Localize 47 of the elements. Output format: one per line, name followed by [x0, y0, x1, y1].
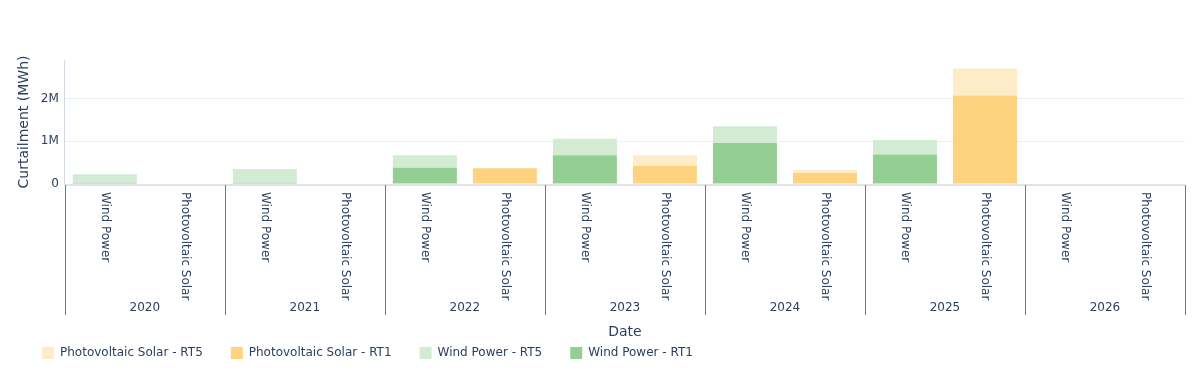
y-axis-title: Curtailment (MWh) [15, 55, 32, 189]
text: 2021 [289, 300, 321, 315]
bar [952, 95, 1017, 184]
x-tick-label: Wind Power [1058, 192, 1073, 263]
legend-label: Wind Power - RT5 [437, 345, 543, 360]
legend-label: Photovoltaic Solar - RT1 [248, 345, 392, 360]
legend-label: Photovoltaic Solar - RT5 [60, 345, 203, 360]
bar [712, 126, 777, 143]
bar [792, 169, 857, 173]
bar [392, 155, 457, 168]
bar [392, 167, 457, 184]
y-tick-label: 1M [40, 133, 59, 148]
bar [712, 142, 777, 184]
bar [232, 169, 297, 183]
bar [952, 68, 1017, 96]
text: 2026 [1089, 300, 1121, 315]
x-tick-label: Photovoltaic Solar [498, 192, 513, 301]
text: 2020 [129, 300, 161, 315]
bar [632, 155, 697, 167]
x-tick-label: Wind Power [98, 192, 113, 263]
bar [72, 174, 137, 183]
bar [552, 155, 617, 184]
text: 2023 [609, 300, 641, 315]
x-tick-label: Photovoltaic Solar [338, 192, 353, 301]
x-tick-label: Wind Power [578, 192, 593, 263]
bar [552, 138, 617, 156]
x-tick-label: Photovoltaic Solar [1138, 192, 1153, 301]
x-tick-label: Wind Power [898, 192, 913, 263]
bar [792, 172, 857, 184]
bar [632, 166, 697, 184]
x-tick-label: Photovoltaic Solar [978, 192, 993, 301]
legend-label: Wind Power - RT1 [588, 345, 693, 360]
x-tick-label: Wind Power [258, 192, 273, 263]
x-axis-title: Date [608, 322, 642, 339]
text: 2024 [769, 300, 801, 315]
x-tick-label: Photovoltaic Solar [658, 192, 673, 301]
y-tick-label: 0 [51, 176, 59, 191]
bar [872, 154, 937, 184]
x-tick-label: Wind Power [418, 192, 433, 263]
x-tick-label: Wind Power [738, 192, 753, 263]
text: 2022 [449, 300, 481, 315]
text: 2025 [929, 300, 961, 315]
x-tick-label: Photovoltaic Solar [818, 192, 833, 301]
x-tick-label: Photovoltaic Solar [178, 192, 193, 301]
bar [872, 139, 937, 155]
y-tick-label: 2M [40, 90, 59, 105]
bar [472, 168, 537, 184]
